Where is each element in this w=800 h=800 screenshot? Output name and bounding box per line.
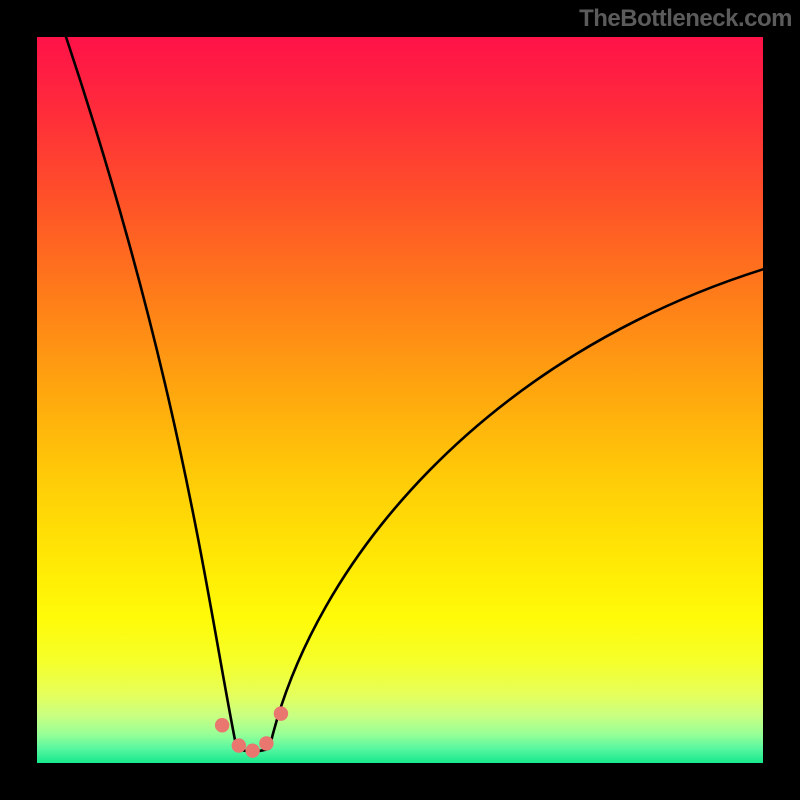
watermark-text: TheBottleneck.com xyxy=(579,5,792,33)
plot-background xyxy=(37,37,763,763)
curve-marker xyxy=(232,738,246,752)
curve-marker xyxy=(215,718,229,732)
curve-marker xyxy=(245,743,259,757)
chart-svg xyxy=(0,0,800,800)
figure-container: TheBottleneck.com xyxy=(0,0,800,800)
curve-marker xyxy=(259,736,273,750)
curve-marker xyxy=(274,706,288,720)
